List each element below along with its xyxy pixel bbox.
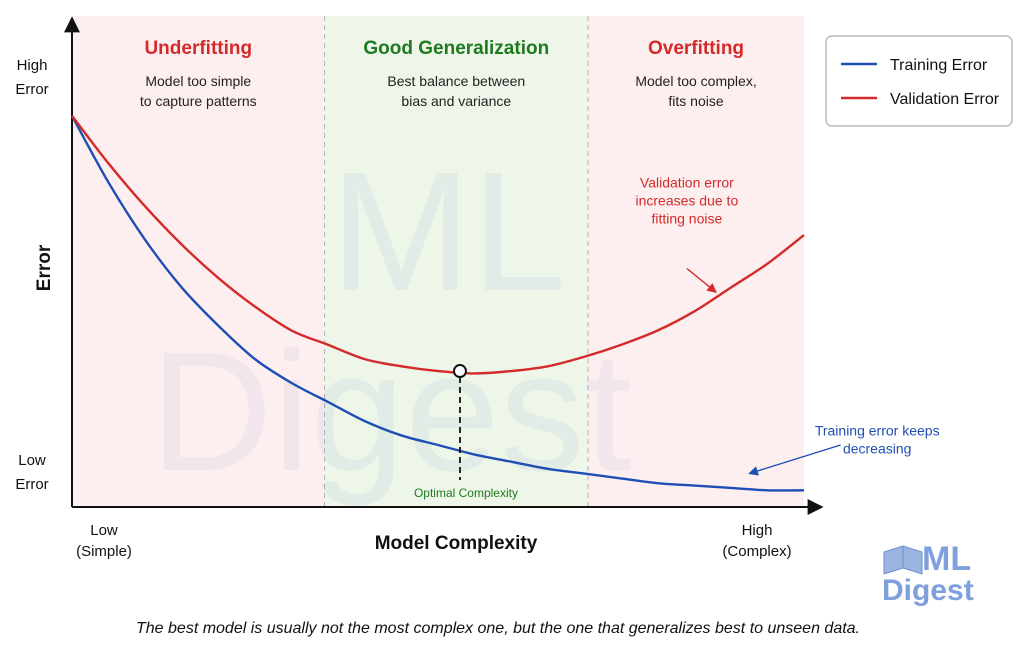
watermark-logo: ML Digest [150, 137, 632, 507]
svg-text:Digest: Digest [150, 317, 632, 507]
optimal-marker: Optimal Complexity [414, 364, 518, 500]
region-title-0: Underfitting [144, 38, 252, 59]
x-axis-low-line2: (Simple) [76, 543, 132, 560]
series-line-validation-error [71, 115, 805, 375]
annotations: Validation error increases due to fitting … [636, 174, 940, 476]
x-axis-title: Model Complexity [375, 533, 538, 554]
y-axis-high-line1: High [17, 57, 48, 74]
annotation-1-line-0: Training error keeps [815, 422, 940, 438]
y-axis-low-line2: Error [15, 476, 48, 493]
region-title-2: Overfitting [648, 38, 744, 59]
x-axis-low-line1: Low [90, 522, 118, 539]
optimal-point [452, 364, 467, 379]
region-desc-1-1: bias and variance [401, 93, 511, 109]
annotation-0-line-2: fitting noise [651, 210, 722, 226]
series-lines [70, 115, 805, 492]
region-desc-1-0: Best balance between [387, 73, 525, 89]
y-axis-high-line2: Error [15, 81, 48, 98]
region-labels: Underfitting Model too simple to capture p… [140, 38, 757, 109]
annotation-0-line-1: increases due to [636, 192, 739, 208]
annotation-arrow-0 [686, 267, 717, 293]
annotation-0-line-0: Validation error [640, 174, 734, 190]
x-axis-high-line1: High [742, 522, 773, 539]
caption: The best model is usually not the most c… [136, 620, 860, 637]
region-desc-2-1: fits noise [668, 93, 723, 109]
annotation-arrow-1 [748, 444, 841, 476]
logo-text-ml: ML [922, 540, 971, 578]
legend: Training Error Validation Error [825, 35, 1013, 127]
legend-label-training: Training Error [890, 57, 988, 74]
region-bg-2 [588, 16, 804, 507]
book-icon [883, 545, 923, 575]
logo-text-digest: Digest [882, 574, 974, 607]
region-desc-0-0: Model too simple [145, 73, 251, 89]
region-desc-0-1: to capture patterns [140, 93, 257, 109]
legend-box [825, 35, 1013, 127]
series-line-training-error [70, 115, 805, 492]
y-axis-title: Error [34, 244, 55, 291]
y-axis-low-line1: Low [18, 452, 46, 469]
optimal-label: Optimal Complexity [414, 486, 518, 500]
region-title-1: Good Generalization [363, 38, 549, 59]
ml-digest-logo: ML Digest [882, 540, 974, 607]
region-backgrounds [72, 16, 804, 507]
legend-label-validation: Validation Error [890, 91, 1000, 108]
x-axis-high-line2: (Complex) [722, 543, 791, 560]
region-desc-2-0: Model too complex, [635, 73, 756, 89]
region-bg-1 [324, 16, 589, 507]
annotation-1-line-1: decreasing [843, 440, 912, 456]
svg-text:ML: ML [330, 137, 566, 327]
